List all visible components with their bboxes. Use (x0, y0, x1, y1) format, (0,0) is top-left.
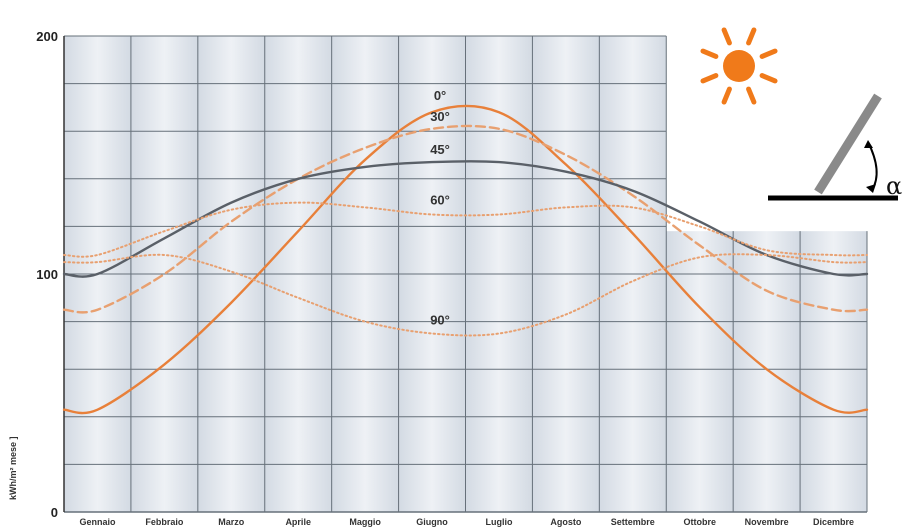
x-tick-label: Luglio (485, 517, 512, 527)
series-label-60deg: 60° (430, 193, 450, 208)
grid-lines (63, 35, 868, 513)
month-column-bg (666, 231, 734, 512)
sun-ray (700, 73, 719, 84)
sun-ray (721, 27, 732, 46)
x-tick-label: Settembre (611, 517, 655, 527)
x-tick-label: Ottobre (683, 517, 716, 527)
sun-ray (721, 86, 732, 105)
sun-ray (746, 86, 757, 105)
month-column-bg (733, 231, 801, 512)
x-tick-label: Marzo (218, 517, 245, 527)
sun-ray (700, 48, 719, 59)
x-axis-ticks: Gennaio Febbraio Marzo Aprile Maggio Giugno Lu… (79, 517, 854, 527)
y-tick-label: 200 (36, 29, 58, 44)
y-axis-label: kWh/m² mese ] (8, 436, 18, 500)
x-tick-label: Gennaio (79, 517, 116, 527)
sun-ray (759, 73, 778, 84)
sun-ray (746, 27, 757, 46)
x-tick-label: Novembre (745, 517, 789, 527)
series-line-30deg (62, 124, 869, 314)
series-label-0deg: 0° (434, 88, 446, 103)
series-line-0deg (62, 104, 869, 415)
tilted-panel-icon (768, 93, 898, 201)
series-label-45deg: 45° (430, 142, 450, 157)
series-lines (62, 104, 869, 415)
series-label-30deg: 30° (430, 109, 450, 124)
month-column-bg (800, 231, 867, 512)
series-line-90deg (63, 253, 868, 337)
y-tick-label: 100 (36, 267, 58, 282)
series-line-45deg (62, 160, 869, 278)
series-angle-labels: 0° 30° 45° 60° 90° (430, 88, 450, 327)
x-tick-label: Giugno (416, 517, 448, 527)
x-tick-label: Maggio (349, 517, 381, 527)
x-tick-label: Agosto (550, 517, 581, 527)
x-tick-label: Febbraio (145, 517, 184, 527)
series-label-90deg: 90° (430, 313, 450, 328)
y-axis-ticks: 0 100 200 (36, 29, 58, 520)
x-tick-label: Dicembre (813, 517, 854, 527)
y-tick-label: 0 (51, 505, 58, 520)
sun-ray (759, 48, 778, 59)
series-line-60deg (63, 201, 868, 258)
sun-icon (700, 27, 778, 105)
x-tick-label: Aprile (285, 517, 311, 527)
tilt-angle-symbol: α (886, 172, 902, 200)
